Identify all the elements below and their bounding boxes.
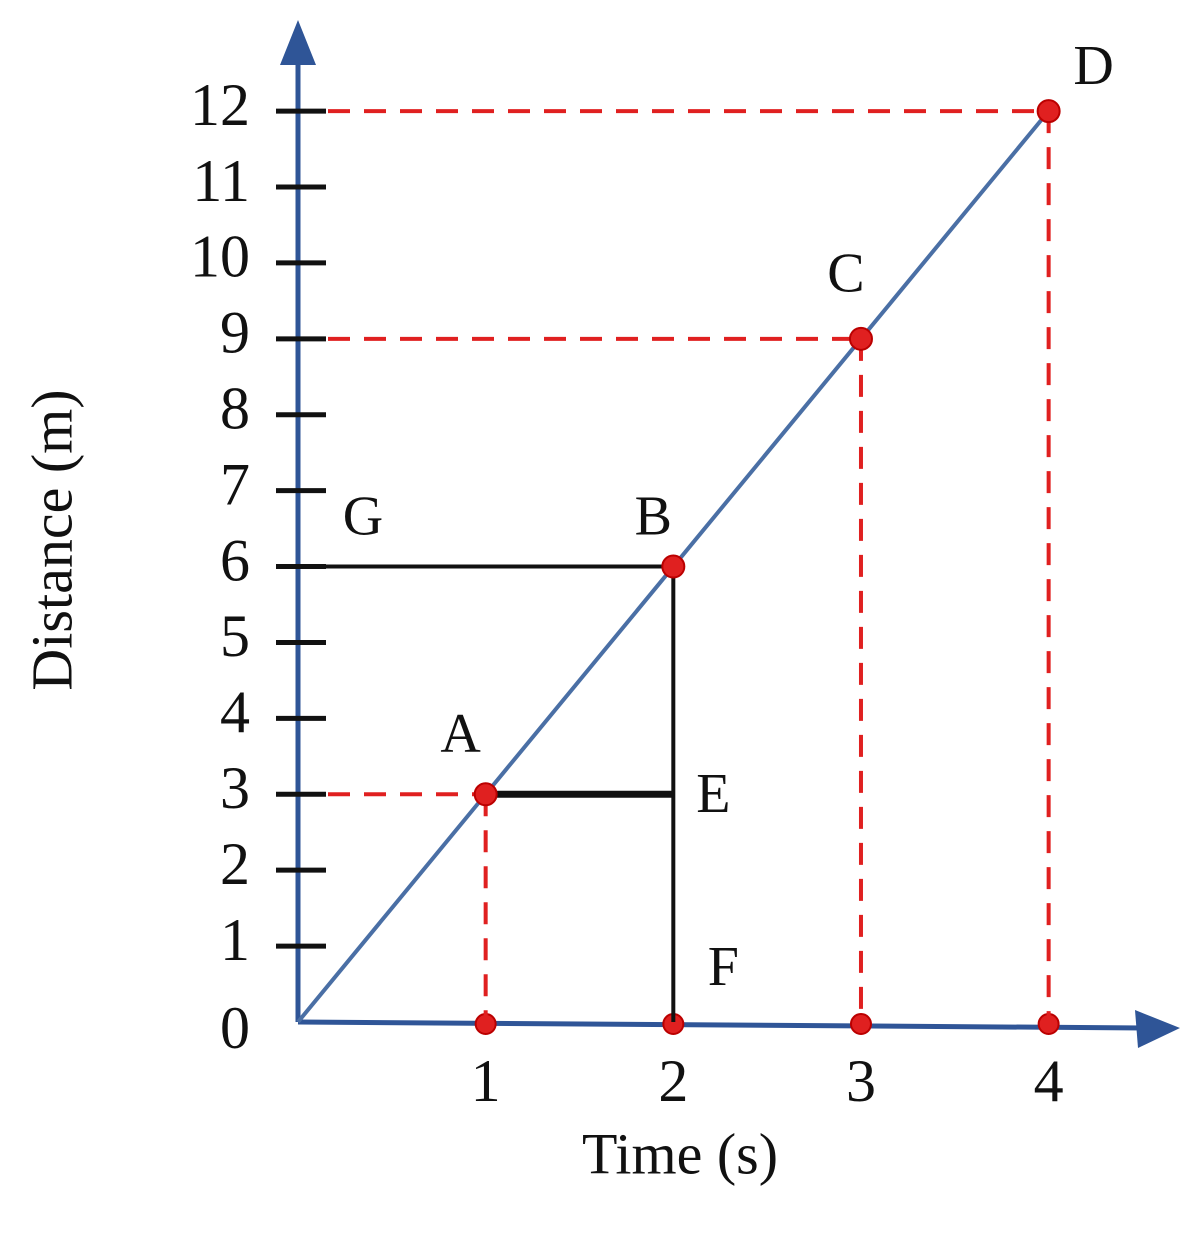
y-tick-label: 5 [220, 603, 250, 669]
point-label: A [440, 703, 481, 765]
y-tick-label: 1 [220, 907, 250, 973]
y-tick-label: 8 [220, 375, 250, 441]
y-tick-label: 7 [220, 451, 250, 517]
point-label: E [696, 763, 730, 825]
y-tick-label: 6 [220, 527, 250, 593]
x-axis-arrow [1135, 1010, 1180, 1048]
point [661, 554, 686, 579]
y-tick-label: 12 [190, 72, 250, 138]
point-label: F [708, 936, 739, 998]
point [473, 782, 498, 807]
y-tick-label: 2 [220, 831, 250, 897]
point [1036, 99, 1061, 124]
y-tick-label: 10 [190, 224, 250, 290]
point-label: G [343, 485, 383, 547]
x-tick-label: 2 [658, 1048, 688, 1114]
x-axis-label: Time (s) [582, 1121, 778, 1186]
x-tick-label: 3 [846, 1048, 876, 1114]
point-label: C [827, 243, 864, 305]
y-axis-arrow [280, 20, 316, 65]
point [848, 326, 873, 351]
y-tick-label: 3 [220, 755, 250, 821]
y-axis-label: Distance (m) [19, 389, 84, 690]
y-tick-label: 0 [220, 995, 250, 1061]
x-tick-dot [849, 1013, 872, 1035]
y-tick-label: 4 [220, 679, 250, 745]
x-tick-label: 4 [1034, 1048, 1064, 1114]
x-axis [297, 1019, 1151, 1031]
point-label: D [1073, 35, 1113, 97]
y-tick-label: 11 [192, 148, 250, 214]
y-tick-label: 9 [220, 300, 250, 366]
point-label: B [635, 485, 672, 547]
x-tick-label: 1 [471, 1048, 501, 1114]
